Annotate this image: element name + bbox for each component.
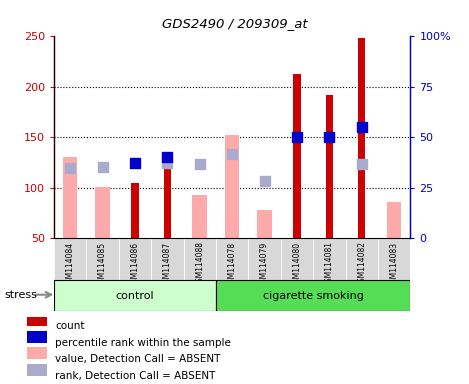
- Bar: [95, 187, 110, 238]
- Bar: [216, 280, 410, 311]
- Bar: [326, 95, 333, 238]
- Point: [325, 134, 333, 141]
- Point: [99, 164, 106, 170]
- Bar: [281, 238, 313, 280]
- Bar: [346, 238, 378, 280]
- Point: [261, 177, 268, 184]
- Bar: [54, 280, 216, 311]
- Point: [164, 161, 171, 167]
- Text: GDS2490 / 209309_at: GDS2490 / 209309_at: [162, 17, 307, 30]
- Bar: [27, 347, 47, 359]
- Bar: [27, 364, 47, 376]
- Bar: [63, 157, 77, 238]
- Text: GSM114088: GSM114088: [195, 242, 204, 288]
- Text: value, Detection Call = ABSENT: value, Detection Call = ABSENT: [55, 354, 221, 364]
- Text: stress: stress: [5, 290, 38, 300]
- Point: [196, 161, 204, 167]
- Bar: [294, 74, 301, 238]
- Bar: [249, 238, 281, 280]
- Point: [293, 134, 301, 141]
- Bar: [54, 238, 86, 280]
- Bar: [119, 238, 151, 280]
- Point: [358, 124, 365, 130]
- Text: percentile rank within the sample: percentile rank within the sample: [55, 338, 231, 348]
- Bar: [378, 238, 410, 280]
- Bar: [358, 38, 365, 238]
- Point: [164, 154, 171, 161]
- Text: control: control: [116, 291, 154, 301]
- Text: rank, Detection Call = ABSENT: rank, Detection Call = ABSENT: [55, 371, 216, 381]
- Bar: [387, 202, 401, 238]
- Bar: [257, 210, 272, 238]
- Point: [67, 164, 74, 170]
- Text: GSM114079: GSM114079: [260, 242, 269, 288]
- Text: GSM114082: GSM114082: [357, 242, 366, 288]
- Bar: [151, 238, 183, 280]
- Bar: [131, 183, 138, 238]
- Text: GSM114085: GSM114085: [98, 242, 107, 288]
- Text: GSM114084: GSM114084: [66, 242, 75, 288]
- Text: GSM114078: GSM114078: [227, 242, 237, 288]
- Point: [228, 151, 236, 157]
- Bar: [164, 152, 171, 238]
- Text: GSM114086: GSM114086: [130, 242, 139, 288]
- Bar: [216, 238, 249, 280]
- Point: [358, 161, 365, 167]
- Text: GSM114080: GSM114080: [293, 242, 302, 288]
- Text: GSM114081: GSM114081: [325, 242, 334, 288]
- Text: GSM114083: GSM114083: [390, 242, 399, 288]
- Text: GSM114087: GSM114087: [163, 242, 172, 288]
- Bar: [192, 195, 207, 238]
- Bar: [27, 331, 47, 343]
- Text: count: count: [55, 321, 85, 331]
- Bar: [27, 314, 47, 326]
- Bar: [225, 135, 240, 238]
- Text: cigarette smoking: cigarette smoking: [263, 291, 363, 301]
- Bar: [86, 238, 119, 280]
- Point: [131, 161, 139, 167]
- Bar: [313, 238, 346, 280]
- Bar: [183, 238, 216, 280]
